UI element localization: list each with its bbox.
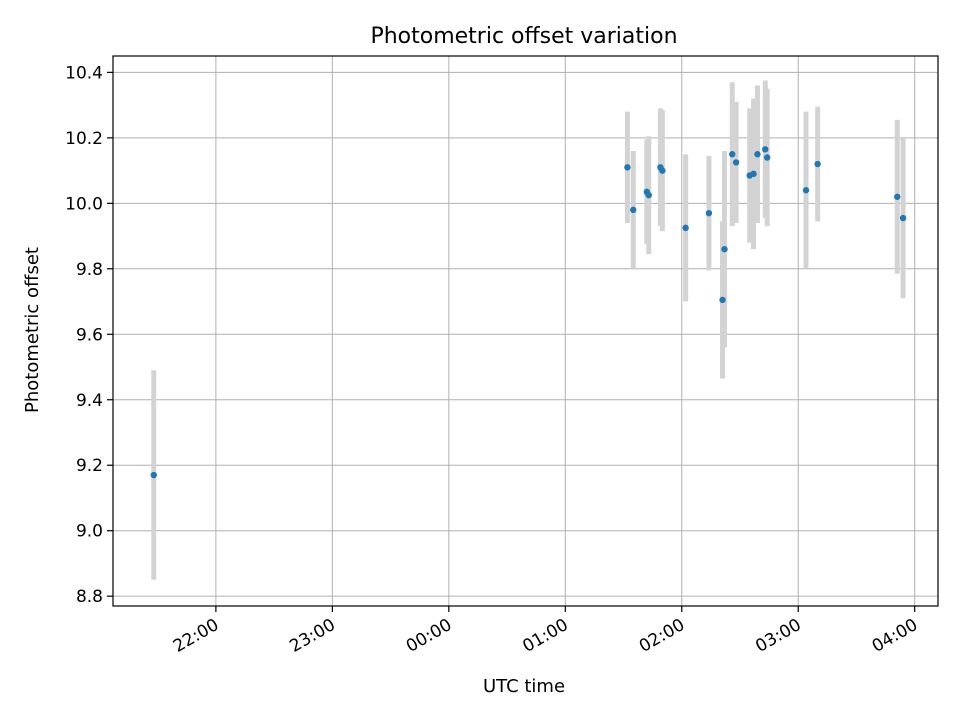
- x-tick-label: 01:00: [519, 615, 571, 657]
- data-points: [150, 146, 907, 479]
- y-axis-label: Photometric offset: [22, 247, 43, 413]
- data-point: [899, 214, 907, 222]
- x-tick-label: 23:00: [286, 615, 338, 657]
- data-point: [150, 471, 157, 479]
- y-tick-label: 9.8: [76, 260, 103, 280]
- data-point: [814, 160, 821, 168]
- data-point: [750, 170, 757, 178]
- data-point: [729, 151, 736, 158]
- x-tick-label: 03:00: [752, 615, 804, 657]
- data-point: [762, 146, 769, 153]
- data-point: [659, 167, 666, 174]
- y-tick-label: 10.4: [65, 63, 103, 83]
- data-point: [705, 209, 713, 217]
- chart-title: Photometric offset variation: [370, 24, 677, 49]
- data-point: [645, 191, 652, 199]
- y-tick-label: 8.8: [76, 587, 103, 607]
- y-tick-label: 9.2: [76, 456, 103, 476]
- data-point: [754, 151, 761, 158]
- data-point: [802, 187, 810, 194]
- y-tick-label: 9.4: [76, 391, 103, 411]
- grid: [113, 56, 938, 606]
- plot-frame: [112, 55, 939, 607]
- data-point: [719, 296, 726, 304]
- data-point: [630, 206, 637, 214]
- data-point: [894, 193, 901, 200]
- data-point: [721, 245, 728, 253]
- x-axis-ticks: 22:00 23:00 00:00 01:00 02:00 03:00 04:00: [170, 606, 921, 657]
- x-tick-label: 22:00: [170, 615, 222, 657]
- error-bars: [151, 80, 906, 580]
- y-axis-ticks: 8.8 9.0 9.2 9.4 9.6 9.8 10.0 10.2 10.4: [65, 63, 113, 607]
- y-tick-label: 10.2: [65, 129, 103, 149]
- data-point: [624, 164, 631, 171]
- data-point: [682, 224, 689, 232]
- x-tick-label: 04:00: [869, 615, 921, 657]
- data-point: [732, 159, 740, 166]
- y-tick-label: 10.0: [65, 194, 103, 214]
- y-tick-label: 9.6: [76, 325, 103, 345]
- y-tick-label: 9.0: [76, 522, 103, 542]
- data-point: [763, 154, 771, 161]
- x-axis-label: UTC time: [483, 676, 565, 697]
- x-tick-label: 02:00: [636, 615, 688, 657]
- x-tick-label: 00:00: [403, 615, 455, 657]
